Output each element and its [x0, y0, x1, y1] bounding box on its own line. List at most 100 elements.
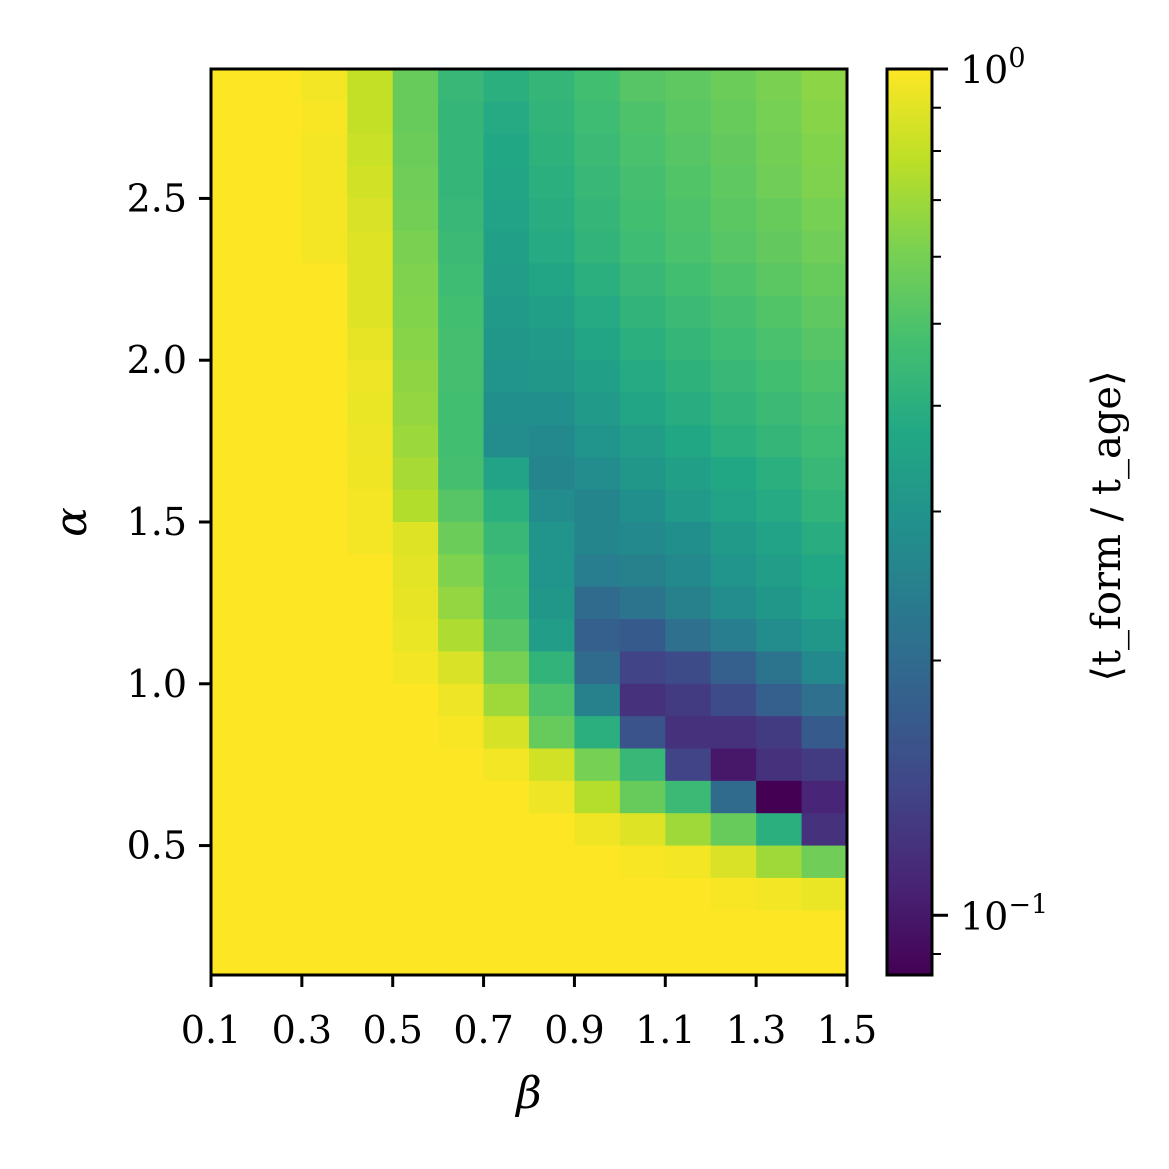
- heatmap-cell: [483, 69, 530, 102]
- heatmap-cell: [529, 651, 576, 685]
- heatmap-cell: [756, 586, 803, 620]
- heatmap-cell: [347, 554, 394, 588]
- heatmap-cell: [665, 424, 712, 458]
- heatmap-cell: [756, 457, 803, 491]
- heatmap-cell: [619, 748, 666, 782]
- heatmap-cell: [301, 392, 348, 426]
- heatmap-cell: [347, 619, 394, 653]
- heatmap-cell: [438, 230, 485, 264]
- heatmap-cell: [347, 522, 394, 555]
- heatmap-cell: [710, 230, 757, 264]
- heatmap-cell: [710, 522, 757, 555]
- heatmap-cell: [301, 327, 348, 361]
- heatmap-cell: [529, 813, 576, 847]
- heatmap-cell: [301, 295, 348, 329]
- heatmap-cell: [256, 554, 303, 588]
- heatmap-cell: [710, 554, 757, 588]
- heatmap-cell: [256, 166, 303, 200]
- heatmap-cell: [529, 489, 576, 523]
- heatmap-cell: [392, 586, 439, 620]
- heatmap-cell: [347, 457, 394, 491]
- heatmap-cell: [619, 263, 666, 297]
- heatmap-cell: [256, 716, 303, 750]
- heatmap-cell: [347, 101, 394, 135]
- heatmap-cell: [801, 942, 848, 976]
- heatmap-cell: [301, 69, 348, 102]
- heatmap-cell: [392, 166, 439, 200]
- heatmap-cell: [710, 360, 757, 394]
- heatmap-cell: [801, 910, 848, 944]
- heatmap-cell: [438, 198, 485, 232]
- heatmap-cell: [574, 683, 621, 717]
- heatmap-cell: [347, 69, 394, 102]
- heatmap-cell: [529, 360, 576, 394]
- heatmap-cell: [256, 522, 303, 555]
- heatmap-cell: [392, 813, 439, 847]
- x-tick-label: 0.3: [272, 1008, 332, 1052]
- heatmap-cell: [211, 910, 258, 944]
- heatmap-cell: [756, 230, 803, 264]
- heatmap-cell: [438, 619, 485, 653]
- heatmap-cell: [483, 392, 530, 426]
- heatmap-cell: [710, 748, 757, 782]
- heatmap-cell: [438, 101, 485, 135]
- heatmap-cell: [665, 295, 712, 329]
- heatmap-cell: [756, 554, 803, 588]
- heatmap-cell: [256, 133, 303, 167]
- y-tick-label: 1.5: [127, 500, 187, 544]
- heatmap-cell: [438, 683, 485, 717]
- heatmap-cell: [256, 392, 303, 426]
- heatmap-cell: [301, 813, 348, 847]
- heatmap-cell: [211, 263, 258, 297]
- heatmap-cell: [392, 327, 439, 361]
- heatmap-cell: [710, 780, 757, 814]
- heatmap-cell: [801, 360, 848, 394]
- heatmap-cell: [756, 198, 803, 232]
- heatmap-cell: [256, 683, 303, 717]
- heatmap-cell: [256, 263, 303, 297]
- heatmap-cell: [529, 716, 576, 750]
- colorbar-frame: [885, 67, 934, 977]
- heatmap-cell: [301, 780, 348, 814]
- heatmap-cell: [392, 69, 439, 102]
- heatmap-cell: [665, 780, 712, 814]
- heatmap-cell: [756, 295, 803, 329]
- heatmap-cell: [483, 522, 530, 555]
- heatmap-cell: [710, 651, 757, 685]
- heatmap-cell: [529, 619, 576, 653]
- colorbar: 100 10−1: [885, 43, 1048, 977]
- heatmap-cell: [301, 845, 348, 879]
- heatmap-cell: [710, 813, 757, 847]
- heatmap-cell: [619, 101, 666, 135]
- heatmap-cell: [710, 198, 757, 232]
- heatmap-cell: [438, 586, 485, 620]
- x-axis-label: β: [514, 1068, 541, 1119]
- heatmap-cell: [756, 651, 803, 685]
- heatmap-cell: [574, 910, 621, 944]
- heatmap-cell: [801, 619, 848, 653]
- heatmap-cell: [801, 457, 848, 491]
- heatmap-cell: [574, 392, 621, 426]
- heatmap-cell: [483, 327, 530, 361]
- heatmap-cell: [619, 198, 666, 232]
- heatmap-cell: [529, 586, 576, 620]
- heatmap-cell: [392, 133, 439, 167]
- heatmap-cell: [392, 748, 439, 782]
- heatmap-cell: [211, 392, 258, 426]
- heatmap-cell: [619, 586, 666, 620]
- heatmap-cell: [619, 522, 666, 555]
- heatmap-cell: [301, 910, 348, 944]
- heatmap-cell: [529, 683, 576, 717]
- heatmap-cell: [665, 457, 712, 491]
- x-tick-label: 0.9: [544, 1008, 604, 1052]
- heatmap-cell: [211, 554, 258, 588]
- heatmap-cell: [665, 942, 712, 976]
- heatmap-cell: [211, 683, 258, 717]
- heatmap-cell: [529, 845, 576, 879]
- heatmap-cell: [211, 748, 258, 782]
- heatmap-cell: [438, 651, 485, 685]
- heatmap-cell: [665, 554, 712, 588]
- heatmap-cell: [438, 69, 485, 102]
- heatmap-cell: [574, 360, 621, 394]
- heatmap-cell: [574, 457, 621, 491]
